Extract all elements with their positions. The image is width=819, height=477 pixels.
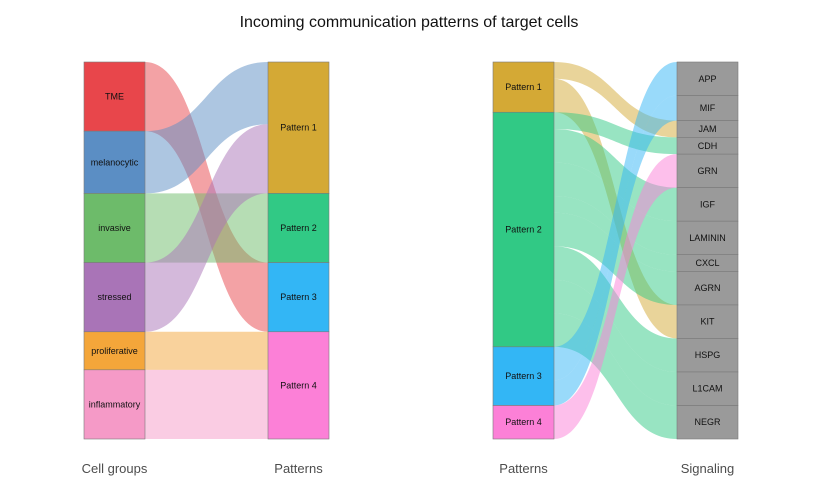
right-stratum-label: Pattern 2 — [280, 223, 317, 233]
right-stratum-pattern-1 — [267, 61, 330, 194]
right-stratum-label: JAM — [699, 124, 717, 134]
left-stratum-label: Pattern 1 — [505, 82, 542, 92]
flow-melanocytic-to-pattern-1 — [145, 62, 268, 194]
right-stratum-label: MIF — [700, 103, 716, 113]
right-stratum-app — [676, 61, 739, 96]
right-stratum-label: GRN — [698, 166, 718, 176]
left-stratum-label: TME — [105, 92, 124, 102]
right-stratum-label: L1CAM — [692, 384, 722, 394]
left-stratum-label: stressed — [97, 292, 131, 302]
left-stratum-label: Pattern 3 — [505, 371, 542, 381]
flow-pattern-2-to-l1cam — [554, 279, 677, 406]
left-stratum-inflammatory — [83, 369, 146, 440]
right-strata: Pattern 1 Pattern 2 Pattern 3 Pattern 4 — [267, 61, 330, 440]
flow-stressed-to-pattern-1 — [145, 124, 268, 332]
flow-inflammatory-to-pattern-4 — [145, 369, 268, 439]
right-stratum-grn — [676, 153, 739, 188]
left-stratum-pattern-3 — [492, 346, 555, 406]
left-stratum-label: Pattern 2 — [505, 225, 542, 235]
left-strata: Pattern 1 Pattern 2 Pattern 3 Pattern 4 — [492, 61, 555, 440]
flow-proliferative-to-pattern-4 — [145, 331, 268, 370]
alluvial-panel-2: Pattern 1 Pattern 2 Pattern 3 Pattern 4 APP M… — [492, 61, 739, 476]
left-stratum-melanocytic — [83, 130, 146, 194]
right-stratum-label: KIT — [700, 317, 715, 327]
left-axis-label: Cell groups — [82, 461, 148, 476]
left-stratum-label: inflammatory — [89, 399, 141, 409]
right-stratum-label: NEGR — [694, 417, 721, 427]
right-stratum-label: APP — [698, 74, 716, 84]
right-stratum-agrn — [676, 271, 739, 306]
left-axis-label: Patterns — [499, 461, 548, 476]
left-strata: TME melanocytic invasive stressed proliferat… — [83, 61, 146, 440]
right-stratum-pattern-3 — [267, 262, 330, 333]
right-stratum-pattern-2 — [267, 193, 330, 263]
left-stratum-label: invasive — [98, 223, 131, 233]
left-stratum-label: Pattern 4 — [505, 417, 542, 427]
right-stratum-label: IGF — [700, 199, 716, 209]
right-stratum-negr — [676, 405, 739, 440]
right-stratum-kit — [676, 304, 739, 339]
right-stratum-label: LAMININ — [689, 233, 726, 243]
right-stratum-igf — [676, 187, 739, 222]
chart-panels: TME melanocytic invasive stressed proliferat… — [82, 61, 739, 476]
right-stratum-label: CXCL — [695, 258, 719, 268]
left-stratum-pattern-1 — [492, 61, 555, 113]
right-stratum-label: AGRN — [694, 283, 720, 293]
right-axis-label: Patterns — [274, 461, 323, 476]
flow-ribbons — [554, 62, 677, 439]
right-stratum-label: CDH — [698, 141, 718, 151]
flow-pattern-3-to-mif — [554, 95, 677, 406]
alluvial-panel-1: TME melanocytic invasive stressed proliferat… — [82, 61, 330, 476]
right-stratum-label: Pattern 1 — [280, 123, 317, 133]
left-stratum-tme — [83, 61, 146, 132]
right-stratum-label: HSPG — [695, 350, 721, 360]
left-stratum-pattern-2 — [492, 111, 555, 348]
chart-title: Incoming communication patterns of targe… — [240, 14, 579, 31]
left-stratum-pattern-4 — [492, 405, 555, 440]
right-stratum-label: Pattern 3 — [280, 292, 317, 302]
right-strata: APP MIF JAM CDH GRN IGF LAMININ CXCL AGRN KIT HSPG… — [676, 61, 739, 440]
left-stratum-label: melanocytic — [91, 157, 139, 167]
right-axis-label: Signaling — [681, 461, 735, 476]
flow-pattern-3-to-app — [554, 62, 677, 381]
right-stratum-label: Pattern 4 — [280, 380, 317, 390]
right-stratum-pattern-4 — [267, 331, 330, 440]
left-stratum-label: proliferative — [91, 346, 138, 356]
flow-ribbons — [145, 62, 268, 439]
flow-pattern-4-to-grn — [554, 154, 677, 439]
